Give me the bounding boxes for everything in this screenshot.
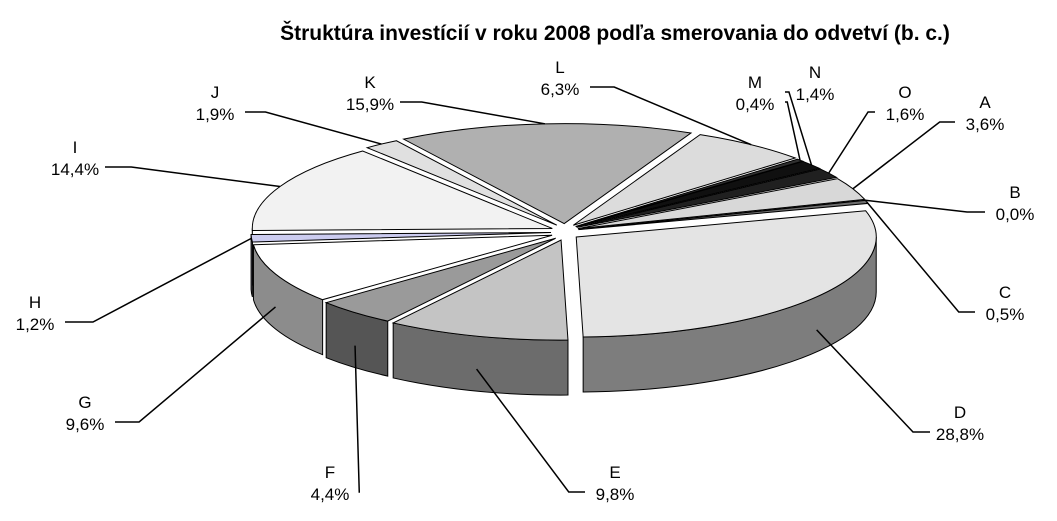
slice-label: N [809,63,821,82]
slice-label: L [555,58,564,77]
slice-label: I [73,138,78,157]
leader-line [65,238,252,322]
slice-label: F [325,463,335,482]
value-label: 0,4% [736,95,775,114]
value-label: 28,8% [936,425,984,444]
value-label: 6,3% [541,80,580,99]
value-label: 0,5% [986,305,1025,324]
leader-line [245,112,381,144]
slice-label: K [364,73,376,92]
value-label: 3,6% [966,115,1005,134]
leader-line [105,167,280,186]
slice-label: G [78,393,91,412]
slice-label: B [1009,183,1020,202]
value-label: 1,9% [196,105,235,124]
slice-label: E [609,463,620,482]
leader-line [400,102,545,124]
slice-label: J [211,83,220,102]
value-label: 15,9% [346,95,394,114]
value-label: 1,4% [796,85,835,104]
value-label: 9,8% [596,485,635,504]
value-label: 1,6% [886,105,925,124]
slice-label: H [29,293,41,312]
value-label: 4,4% [311,485,350,504]
chart-title: Štruktúra investícií v roku 2008 podľa s… [280,21,950,45]
slice-label: M [748,73,762,92]
value-label: 14,4% [51,160,99,179]
slice-label: D [954,403,966,422]
leader-line [867,202,975,312]
value-label: 9,6% [66,415,105,434]
leader-line [829,112,875,173]
slice-side [251,234,252,297]
slice-label: A [979,93,991,112]
leader-line [785,102,800,160]
leader-line [817,330,930,432]
value-label: 0,0% [996,205,1035,224]
leader-line [853,122,955,189]
leader-line [865,200,985,212]
value-label: 1,2% [16,315,55,334]
slice-label: O [898,83,911,102]
leader-line [115,307,276,422]
slice-label: C [999,283,1011,302]
